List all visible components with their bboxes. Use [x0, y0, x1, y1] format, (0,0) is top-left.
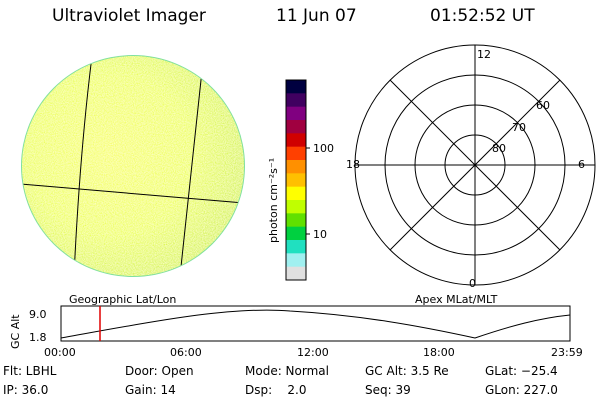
apex-label: Apex MLat/MLT: [415, 293, 498, 306]
orbit-xtick-4: 23:59: [551, 346, 583, 359]
info-ip: IP: 36.0: [3, 383, 48, 397]
colorbar-segment: [286, 240, 306, 254]
colorbar-tick-label-100: 100: [313, 142, 334, 155]
mlt-label-0: 0: [469, 277, 476, 290]
earth-disk-image: [21, 55, 245, 277]
lat-label-70: 70: [512, 121, 526, 134]
time-label: 01:52:52 UT: [430, 6, 535, 26]
orbit-y-bottom: 1.8: [29, 331, 47, 344]
orbit-y-top: 9.0: [29, 308, 47, 321]
colorbar-segment: [286, 226, 306, 241]
lat-label-80: 80: [492, 142, 506, 155]
colorbar-segment: [286, 200, 306, 214]
lat-label-60: 60: [536, 99, 550, 112]
colorbar-unit-label: photon cm⁻²s⁻¹: [267, 158, 280, 243]
colorbar-segment: [286, 80, 306, 94]
info-seq: Seq: 39: [365, 383, 411, 397]
mlt-label-6: 6: [578, 158, 585, 171]
mlt-label-12: 12: [477, 48, 491, 61]
colorbar-segment: [286, 120, 306, 134]
orbit-xtick-2: 12:00: [297, 346, 329, 359]
info-door: Door: Open: [125, 364, 194, 378]
orbit-altitude-curve: [60, 309, 571, 339]
info-gain: Gain: 14: [125, 383, 176, 397]
info-flt: Flt: LBHL: [3, 364, 57, 378]
orbit-xtick-0: 00:00: [44, 346, 76, 359]
orbit-ylabel: GC Alt: [9, 314, 22, 349]
polar-grid: [354, 44, 596, 286]
mlt-label-18: 18: [346, 158, 360, 171]
colorbar-segment: [286, 173, 306, 188]
colorbar-segment: [286, 106, 306, 121]
colorbar-segment: [286, 253, 306, 268]
info-mode: Mode: Normal: [245, 364, 329, 378]
colorbar-segment: [286, 213, 306, 228]
orbit-plot-frame: [60, 305, 571, 342]
colorbar-segment: [286, 93, 306, 108]
instrument-title: Ultraviolet Imager: [52, 6, 206, 26]
colorbar-segment: [286, 266, 306, 281]
polar-diagonal-2: [389, 79, 561, 251]
info-gc-alt: GC Alt: 3.5 Re: [365, 364, 449, 378]
colorbar-tick-label-10: 10: [313, 228, 327, 241]
geographic-label: Geographic Lat/Lon: [69, 293, 176, 306]
info-glat: GLat: −25.4: [485, 364, 558, 378]
colorbar-segment: [286, 160, 306, 174]
colorbar: [286, 80, 306, 281]
orbit-xtick-1: 06:00: [170, 346, 202, 359]
colorbar-frame: [285, 79, 307, 281]
date-label: 11 Jun 07: [276, 6, 357, 26]
colorbar-segment: [286, 133, 306, 148]
colorbar-segment: [286, 146, 306, 161]
colorbar-segment: [286, 186, 306, 201]
info-glon: GLon: 227.0: [485, 383, 558, 397]
info-dsp: Dsp: 2.0: [245, 383, 307, 397]
orbit-xtick-3: 18:00: [423, 346, 455, 359]
